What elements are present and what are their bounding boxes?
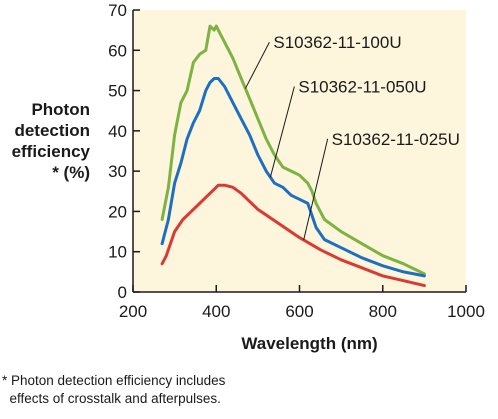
series-label: S10362-11-100U [273, 33, 401, 52]
series-label: S10362-11-025U [332, 130, 460, 149]
series-line-s10362-11-050u [160, 77, 426, 278]
x-tick-label: 200 [119, 302, 147, 321]
x-tick-label: 400 [202, 302, 230, 321]
x-tick-label: 600 [285, 302, 313, 321]
y-axis-title-line: detection [14, 121, 90, 140]
x-tick-label: 800 [369, 302, 397, 321]
series-label: S10362-11-050U [298, 78, 426, 97]
y-tick-label: 50 [108, 82, 127, 101]
y-tick-label: 0 [118, 283, 127, 302]
photon-detection-efficiency-chart: 0 10 20 30 40 50 60 70 200 400 600 800 1000 Wavelengt… [12, 1, 485, 353]
x-axis-title: Wavelength (nm) [241, 334, 377, 353]
series-label-leader [303, 138, 329, 241]
series-label-leader [244, 41, 270, 89]
series-line-s10362-11-025u [160, 183, 426, 288]
footnote-line-2: effects of crosstalk and afterpulses. [2, 391, 221, 406]
y-tick-label: 70 [108, 1, 127, 20]
plot-area [133, 10, 466, 292]
footnote-line-1: * Photon detection efficiency includes [2, 373, 226, 388]
series-line-s10362-11-100u [160, 24, 426, 276]
y-tick-label: 10 [108, 243, 127, 262]
y-tick-label: 40 [108, 122, 127, 141]
y-axis-title-line: efficiency [12, 142, 91, 161]
y-tick-label: 20 [108, 202, 127, 221]
series-label-leader [269, 86, 295, 178]
y-axis-title-line: * (%) [52, 163, 90, 182]
y-tick-label: 60 [108, 41, 127, 60]
y-tick-label: 30 [108, 162, 127, 181]
y-axis-title-line: Photon [31, 100, 90, 119]
x-tick-label: 1000 [447, 302, 485, 321]
footnote: * Photon detection efficiency includes e… [2, 372, 225, 408]
